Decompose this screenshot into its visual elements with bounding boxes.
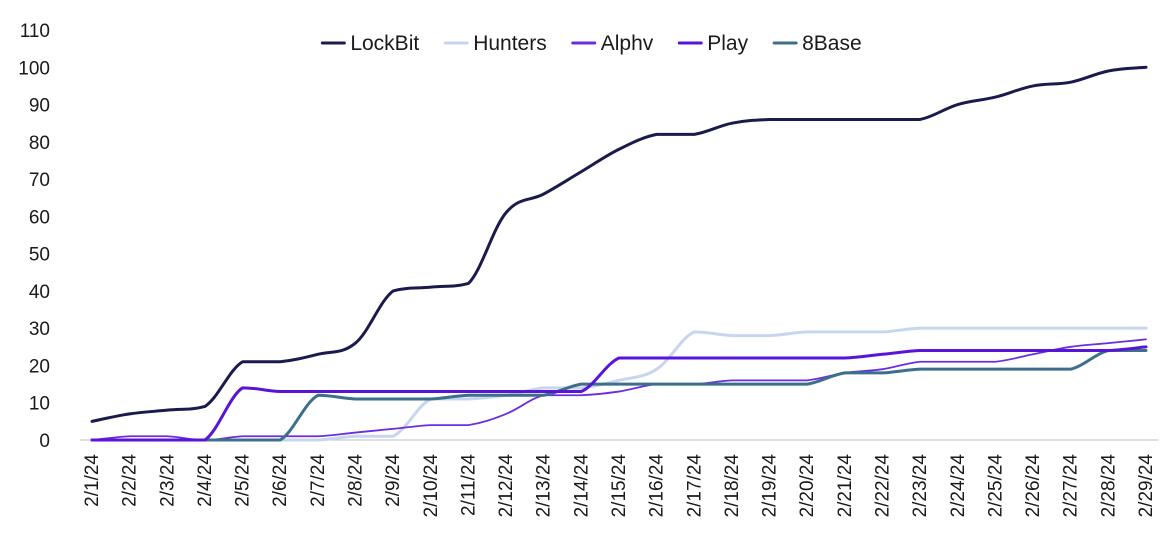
legend-label: LockBit [350, 32, 419, 55]
x-tick-label: 2/22/24 [873, 454, 894, 518]
x-tick-label: 2/12/24 [496, 454, 517, 518]
legend-label: Hunters [473, 32, 547, 55]
x-tick-label: 2/28/24 [1098, 454, 1119, 518]
legend-item-alphv: Alphv [571, 32, 654, 55]
x-tick-label: 2/29/24 [1136, 454, 1157, 518]
y-tick-label: 20 [29, 356, 50, 377]
y-tick-label: 90 [29, 96, 50, 117]
y-tick-label: 60 [29, 207, 50, 228]
x-tick-label: 2/19/24 [760, 454, 781, 518]
x-tick-label: 2/20/24 [797, 454, 818, 518]
y-tick-label: 0 [39, 431, 50, 452]
x-axis-ticks: 2/1/24 2/2/24 2/3/24 2/4/24 2/5/24 2/6/24 2/7/… [82, 454, 1157, 518]
legend-item-8base: 8Base [772, 32, 862, 55]
x-tick-label: 2/15/24 [609, 454, 630, 518]
y-tick-label: 50 [29, 245, 50, 266]
legend-label: Alphv [601, 32, 654, 55]
x-tick-label: 2/5/24 [233, 454, 254, 507]
y-tick-label: 30 [29, 319, 50, 340]
series-line-8base [90, 349, 1148, 442]
x-tick-label: 2/7/24 [308, 454, 329, 507]
legend-label: Play [707, 32, 748, 55]
x-tick-label: 2/9/24 [383, 454, 404, 507]
series-line-alphv [91, 338, 1147, 441]
y-axis-ticks: 0 10 20 30 40 50 60 70 80 90 100 110 [18, 21, 50, 452]
y-tick-label: 110 [20, 21, 50, 42]
x-tick-label: 2/26/24 [1023, 454, 1044, 518]
y-tick-label: 10 [29, 394, 50, 415]
x-tick-label: 2/4/24 [195, 454, 216, 507]
y-tick-label: 80 [29, 133, 50, 154]
x-tick-label: 2/21/24 [835, 454, 856, 518]
x-tick-label: 2/1/24 [82, 454, 103, 507]
y-tick-label: 70 [29, 170, 50, 191]
legend-item-hunters: Hunters [443, 32, 547, 55]
y-tick-label: 100 [18, 58, 50, 79]
series-line-play [90, 345, 1148, 442]
x-tick-label: 2/14/24 [571, 454, 592, 518]
x-tick-label: 2/25/24 [985, 454, 1006, 518]
legend-item-lockbit: LockBit [320, 32, 419, 55]
legend-item-play: Play [677, 32, 749, 55]
x-tick-label: 2/11/24 [458, 454, 479, 516]
x-tick-label: 2/18/24 [722, 454, 743, 518]
legend: LockBit Hunters Alphv Play 8Base [320, 32, 862, 55]
x-tick-label: 2/6/24 [270, 454, 291, 507]
x-tick-label: 2/23/24 [910, 454, 931, 518]
x-tick-label: 2/10/24 [421, 454, 442, 518]
x-tick-label: 2/8/24 [346, 454, 367, 507]
x-tick-label: 2/3/24 [157, 454, 178, 507]
y-tick-label: 40 [29, 282, 50, 303]
x-tick-label: 2/24/24 [948, 454, 969, 518]
series-lines [90, 65, 1148, 442]
x-tick-label: 2/2/24 [120, 454, 141, 507]
x-tick-label: 2/16/24 [647, 454, 668, 518]
legend-label: 8Base [802, 32, 862, 55]
series-line-lockbit [90, 65, 1148, 423]
x-tick-label: 2/13/24 [534, 454, 555, 518]
x-tick-label: 2/17/24 [684, 454, 705, 518]
x-tick-label: 2/27/24 [1061, 454, 1082, 518]
